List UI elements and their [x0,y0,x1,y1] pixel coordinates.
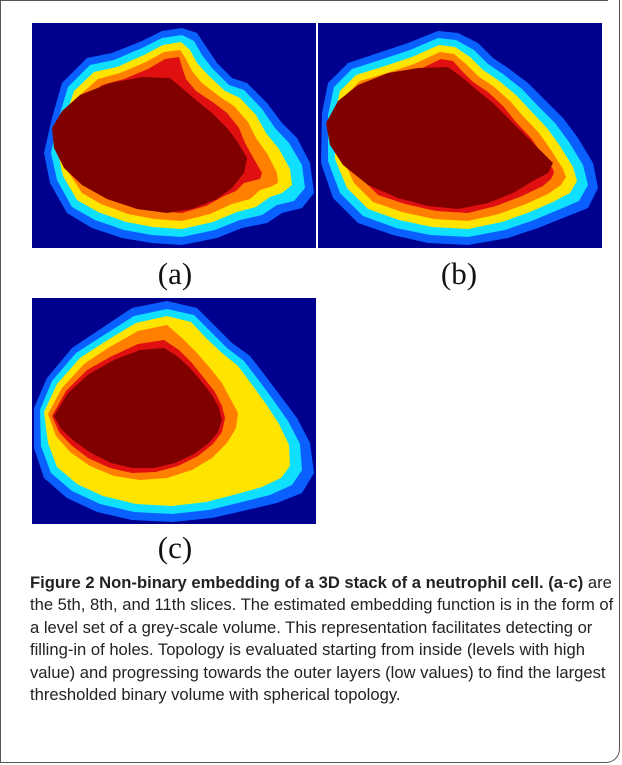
figure-number: Figure 2 [30,573,95,592]
panel-a-label: (a) [157,256,193,291]
frame-border-left [0,0,1,763]
figure-caption: Figure 2 Non-binary embedding of a 3D st… [30,572,615,706]
panel-range-end: c) [568,573,584,592]
frame-border-top [0,0,608,1]
panel-c-heatmap [32,298,316,524]
panel-range-start: (a [548,573,563,592]
figure-title: Non-binary embedding of a 3D stack of a … [99,573,544,592]
panel-c-label: (c) [157,530,193,565]
panel-b-label: (b) [440,256,478,291]
panel-b-heatmap [318,23,602,248]
panel-a-heatmap [32,23,316,248]
panel-range-dash: - [562,573,569,592]
caption-body: are the 5th, 8th, and 11th slices. The e… [30,573,614,705]
